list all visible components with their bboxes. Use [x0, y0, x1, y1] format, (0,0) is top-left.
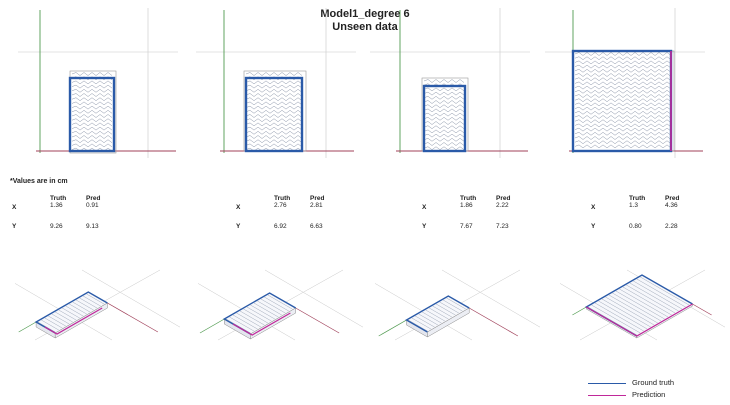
prediction-outline: [44, 307, 103, 335]
fabric-pattern: [37, 293, 105, 333]
header-pred: Pred: [86, 195, 101, 202]
prediction-outline: [586, 303, 693, 337]
iso-view-panel-2: [198, 269, 363, 341]
pred-y-value: 7.23: [496, 223, 509, 230]
truth-x-value: 2.76: [274, 202, 287, 209]
truth-y-value: 9.26: [50, 223, 63, 230]
grid-line: [15, 283, 113, 341]
header-pred: Pred: [496, 195, 511, 202]
iso-view-panel-4: [560, 269, 725, 341]
row-label-x: X: [422, 204, 427, 211]
fabric-pattern: [245, 72, 303, 152]
fabric-pattern: [226, 294, 293, 334]
ground-truth-rect: [244, 76, 304, 153]
truth-x-value: 1.3: [629, 202, 639, 209]
fabric-pattern: [408, 297, 466, 332]
fabric-pattern: [71, 72, 113, 152]
top-view-panel-2: [196, 8, 356, 158]
row-label-y: Y: [422, 223, 427, 230]
header-pred: Pred: [665, 195, 680, 202]
legend-swatch-ground-truth: [588, 383, 626, 384]
slab-top: [585, 274, 694, 337]
grid-line: [441, 269, 540, 328]
pred-x-value: 4.36: [665, 202, 678, 209]
header-pred: Pred: [310, 195, 325, 202]
ground-truth-rect: [68, 76, 116, 153]
row-label-y: Y: [12, 223, 17, 230]
pred-y-value: 9.13: [86, 223, 99, 230]
pred-x-value: 2.81: [310, 202, 323, 209]
header-truth: Truth: [274, 195, 291, 202]
fabric-pattern: [423, 79, 465, 150]
top-view-panel-1: [18, 8, 178, 158]
truth-y-value: 7.67: [460, 223, 473, 230]
truth-x-value: 1.36: [50, 202, 63, 209]
row-label-y: Y: [236, 223, 241, 230]
legend-label-prediction: Prediction: [632, 390, 666, 399]
truth-x-value: 1.86: [460, 202, 473, 209]
prediction-outline: [232, 312, 291, 336]
truth-y-value: 0.80: [629, 223, 642, 230]
top-view-panel-4: [545, 8, 705, 158]
grid-line: [264, 269, 363, 328]
pred-y-value: 6.63: [310, 223, 323, 230]
row-label-x: X: [12, 204, 17, 211]
row-label-x: X: [591, 204, 596, 211]
grid-line: [198, 283, 296, 341]
title-subtitle: Unseen data: [332, 21, 398, 33]
pred-x-value: 2.22: [496, 202, 509, 209]
units-note: *Values are in cm: [10, 178, 68, 185]
slab-side: [427, 307, 470, 338]
legend-label-ground-truth: Ground truth: [632, 378, 675, 387]
iso-view-panel-3: [375, 269, 540, 341]
title-model: Model1_degree 6: [320, 8, 410, 20]
ground-truth-outline: [405, 295, 470, 333]
iso-view-panel-1: [15, 269, 180, 341]
fabric-pattern: [574, 52, 672, 149]
header-truth: Truth: [629, 195, 646, 202]
truth-y-value: 6.92: [274, 223, 287, 230]
pred-y-value: 2.28: [665, 223, 678, 230]
legend-swatch-prediction: [588, 395, 626, 396]
pred-x-value: 0.91: [86, 202, 99, 209]
row-label-x: X: [236, 204, 241, 211]
grid-line: [81, 269, 180, 328]
header-truth: Truth: [460, 195, 477, 202]
top-view-panel-3: [370, 8, 530, 158]
header-truth: Truth: [50, 195, 67, 202]
grid-line: [375, 283, 473, 341]
fabric-pattern: [588, 276, 690, 336]
figure-title: Model1_degree 6 Unseen data: [290, 8, 440, 34]
ground-truth-rect: [422, 84, 467, 153]
row-label-y: Y: [591, 223, 596, 230]
